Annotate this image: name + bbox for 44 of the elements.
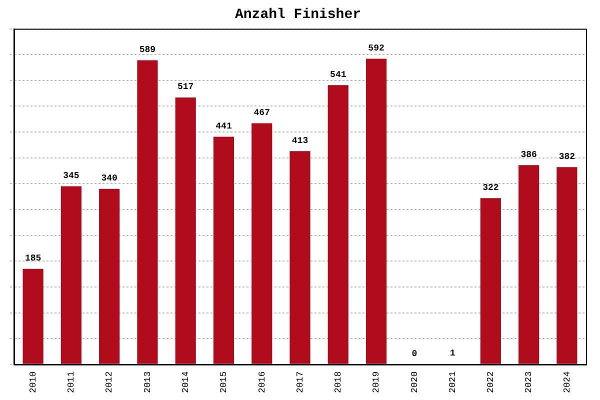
bar bbox=[137, 60, 158, 364]
chart-title: Anzahl Finisher bbox=[234, 6, 362, 23]
data-label: 541 bbox=[330, 70, 347, 80]
x-tick-label: 2010 bbox=[28, 371, 38, 394]
x-tick-label: 2014 bbox=[180, 371, 191, 394]
x-tick-label: 2020 bbox=[410, 371, 420, 394]
data-label: 413 bbox=[292, 136, 308, 146]
bar bbox=[480, 198, 501, 364]
bar bbox=[213, 136, 234, 364]
data-label: 592 bbox=[368, 44, 384, 54]
bar bbox=[518, 165, 540, 364]
bar bbox=[366, 58, 387, 364]
x-tick-label: 2017 bbox=[295, 371, 306, 394]
x-tick-label: 2021 bbox=[448, 371, 458, 394]
x-tick-label: 2023 bbox=[524, 371, 534, 394]
x-tick-label: 2013 bbox=[142, 371, 153, 394]
bar bbox=[99, 188, 120, 364]
data-label: 589 bbox=[139, 45, 156, 56]
bar bbox=[328, 85, 348, 364]
bar bbox=[290, 151, 310, 364]
bar bbox=[60, 186, 82, 364]
data-label: 441 bbox=[216, 121, 232, 132]
data-label: 517 bbox=[178, 82, 194, 92]
data-label: 0 bbox=[412, 349, 418, 360]
x-tick-label: 2018 bbox=[334, 371, 344, 394]
bar bbox=[22, 268, 44, 364]
bar bbox=[556, 167, 578, 364]
x-tick-label: 2015 bbox=[219, 371, 230, 394]
data-label: 467 bbox=[254, 108, 270, 118]
data-label: 386 bbox=[520, 150, 537, 160]
data-label: 185 bbox=[24, 254, 42, 264]
x-tick-label: 2019 bbox=[372, 371, 382, 394]
data-label: 1 bbox=[450, 348, 456, 359]
data-label: 382 bbox=[558, 152, 576, 162]
data-label: 340 bbox=[101, 174, 118, 184]
data-label: 345 bbox=[63, 171, 80, 182]
x-tick-label: 2016 bbox=[257, 371, 268, 394]
x-tick-label: 2024 bbox=[562, 371, 572, 394]
x-tick-label: 2022 bbox=[486, 371, 496, 394]
bar bbox=[175, 97, 196, 364]
data-label: 322 bbox=[482, 182, 499, 193]
bar bbox=[252, 123, 272, 364]
x-tick-label: 2012 bbox=[104, 371, 115, 394]
x-tick-label: 2011 bbox=[66, 371, 77, 394]
